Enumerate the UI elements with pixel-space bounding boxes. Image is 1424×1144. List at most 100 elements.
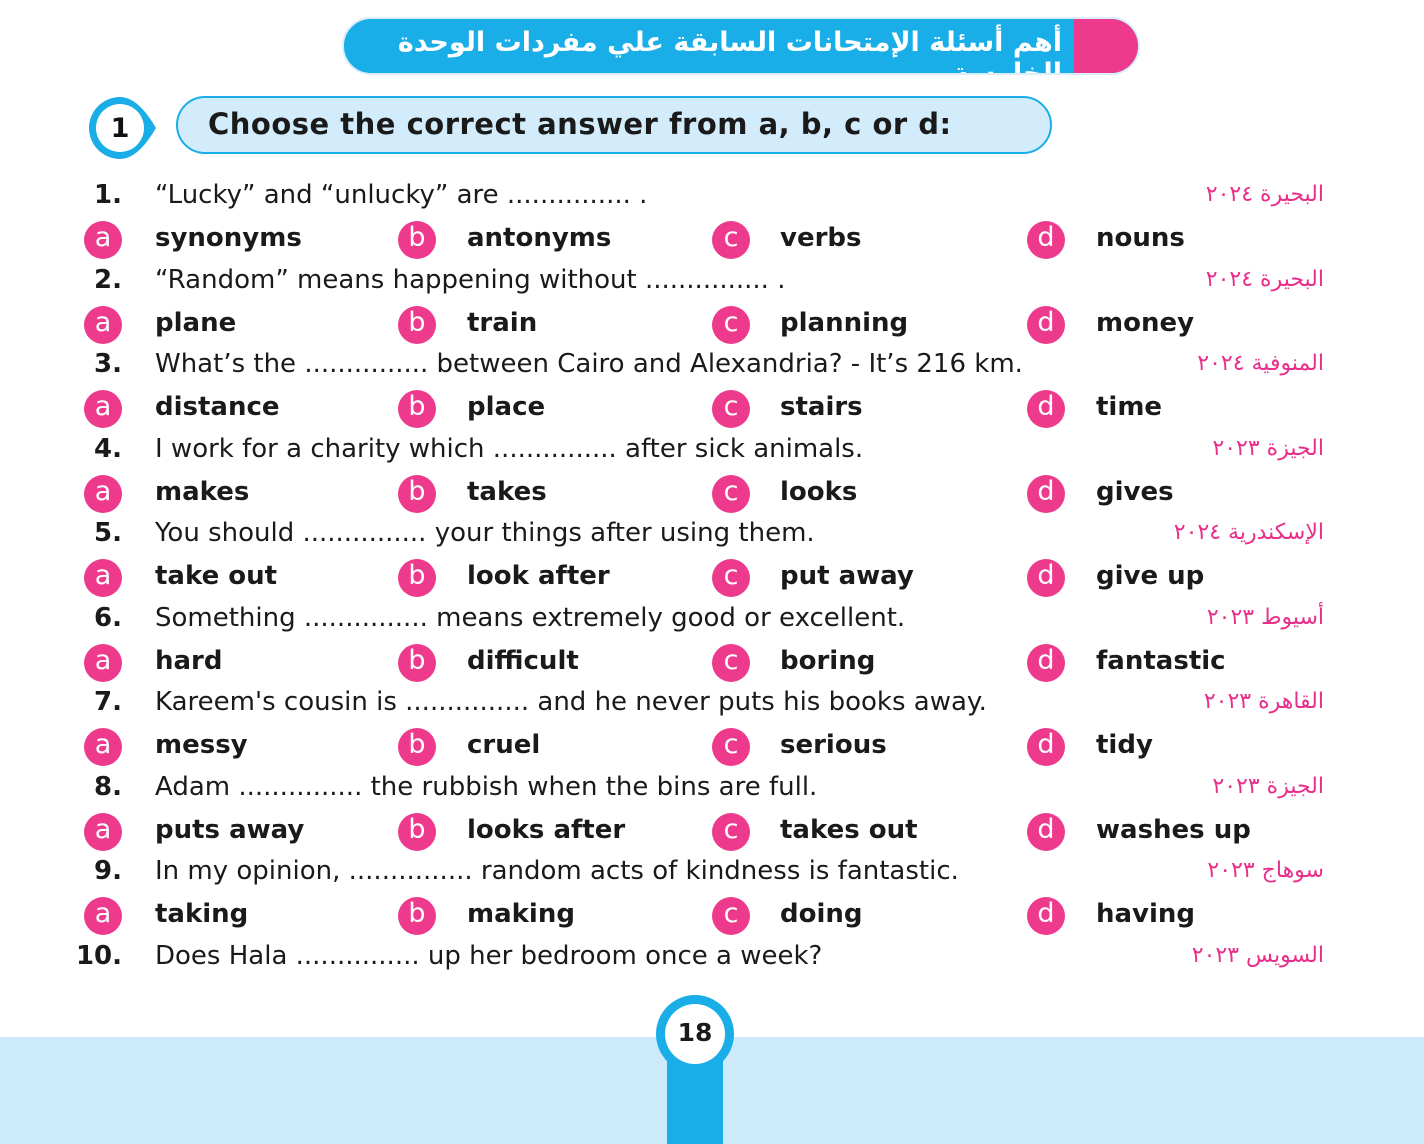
option-b[interactable]: place <box>467 392 546 422</box>
option-letter-d[interactable]: d <box>1027 390 1065 428</box>
option-letter-b[interactable]: b <box>398 305 436 344</box>
option-b[interactable]: making <box>467 899 575 929</box>
option-letter-b[interactable]: b <box>398 728 436 766</box>
options-row: a synonyms b antonyms c verbs d nouns <box>0 221 1424 263</box>
option-letter-c[interactable]: c <box>712 812 750 851</box>
option-d[interactable]: washes up <box>1096 814 1251 845</box>
question-source: القاهرة ٢٠٢٣ <box>1203 689 1324 714</box>
option-a[interactable]: puts away <box>155 814 305 845</box>
question-source: البحيرة ٢٠٢٤ <box>1205 266 1324 292</box>
option-letter-a[interactable]: a <box>84 474 122 513</box>
instruction-text: Choose the correct answer from a, b, c o… <box>208 107 952 141</box>
option-a[interactable]: messy <box>155 730 248 760</box>
option-a[interactable]: hard <box>155 645 223 676</box>
option-d[interactable]: money <box>1096 307 1195 338</box>
question-row: 1. “Lucky” and “unlucky” are ...........… <box>0 180 1424 220</box>
option-letter-b[interactable]: b <box>398 221 436 259</box>
question-number: 7. <box>94 687 122 717</box>
question-number: 4. <box>94 433 122 464</box>
question-row: 10. Does Hala ............... up her bed… <box>0 941 1424 981</box>
option-letter-b[interactable]: b <box>398 474 436 513</box>
question-row: 9. In my opinion, ............... random… <box>0 856 1424 896</box>
option-letter-d[interactable]: d <box>1027 559 1065 597</box>
option-c[interactable]: serious <box>780 730 887 760</box>
option-letter-b[interactable]: b <box>398 559 436 597</box>
question-source: الجيزة ٢٠٢٣ <box>1212 773 1324 799</box>
option-c[interactable]: looks <box>780 476 858 507</box>
option-letter-d[interactable]: d <box>1027 474 1065 513</box>
option-c[interactable]: takes out <box>780 814 918 845</box>
option-b[interactable]: antonyms <box>467 223 612 253</box>
option-b[interactable]: difficult <box>467 645 579 676</box>
option-letter-c[interactable]: c <box>712 221 750 259</box>
option-letter-d[interactable]: d <box>1027 221 1065 259</box>
option-letter-a[interactable]: a <box>84 812 122 851</box>
question-row: 7. Kareem's cousin is ............... an… <box>0 687 1424 727</box>
question-row: 2. “Random” means happening without ....… <box>0 265 1424 305</box>
option-letter-c[interactable]: c <box>712 897 750 935</box>
option-letter-a[interactable]: a <box>84 390 122 428</box>
option-d[interactable]: having <box>1096 899 1196 929</box>
option-a[interactable]: taking <box>155 899 249 929</box>
option-b[interactable]: cruel <box>467 730 541 760</box>
option-c[interactable]: boring <box>780 645 876 676</box>
option-letter-c[interactable]: c <box>712 559 750 597</box>
option-letter-c[interactable]: c <box>712 728 750 766</box>
option-d[interactable]: nouns <box>1096 223 1185 253</box>
option-c[interactable]: stairs <box>780 392 863 422</box>
question-text: What’s the ............... between Cairo… <box>155 349 1023 379</box>
header-banner: أهم أسئلة الإمتحانات السابقة علي مفردات … <box>342 17 1140 75</box>
question-text: “Random” means happening without .......… <box>155 264 786 295</box>
option-letter-a[interactable]: a <box>84 221 122 259</box>
option-a[interactable]: makes <box>155 476 250 507</box>
question-number: 5. <box>94 518 122 548</box>
option-letter-d[interactable]: d <box>1027 897 1065 935</box>
question-text: “Lucky” and “unlucky” are ..............… <box>155 180 648 210</box>
option-c[interactable]: planning <box>780 307 909 338</box>
option-letter-d[interactable]: d <box>1027 812 1065 851</box>
question-row: 3. What’s the ............... between Ca… <box>0 349 1424 389</box>
option-c[interactable]: put away <box>780 561 914 591</box>
page-number: 18 <box>665 1004 725 1064</box>
question-source: الجيزة ٢٠٢٣ <box>1212 435 1324 461</box>
option-b[interactable]: looks after <box>467 814 626 845</box>
question-number: 9. <box>94 856 122 886</box>
option-letter-d[interactable]: d <box>1027 305 1065 344</box>
options-row: a messy b cruel c serious d tidy <box>0 728 1424 770</box>
option-letter-c[interactable]: c <box>712 390 750 428</box>
option-a[interactable]: synonyms <box>155 223 302 253</box>
option-letter-b[interactable]: b <box>398 390 436 428</box>
option-d[interactable]: tidy <box>1096 730 1153 760</box>
question-text: Adam ............... the rubbish when th… <box>155 771 818 802</box>
option-a[interactable]: plane <box>155 307 237 338</box>
option-d[interactable]: give up <box>1096 561 1205 591</box>
option-b[interactable]: takes <box>467 476 547 507</box>
option-a[interactable]: distance <box>155 392 280 422</box>
option-a[interactable]: take out <box>155 561 278 591</box>
option-letter-a[interactable]: a <box>84 897 122 935</box>
option-b[interactable]: train <box>467 307 538 338</box>
option-letter-b[interactable]: b <box>398 643 436 682</box>
option-letter-c[interactable]: c <box>712 474 750 513</box>
option-d[interactable]: fantastic <box>1096 645 1226 676</box>
option-letter-c[interactable]: c <box>712 643 750 682</box>
option-letter-a[interactable]: a <box>84 643 122 682</box>
option-letter-b[interactable]: b <box>398 812 436 851</box>
option-letter-a[interactable]: a <box>84 305 122 344</box>
option-letter-a[interactable]: a <box>84 728 122 766</box>
option-d[interactable]: gives <box>1096 476 1174 507</box>
question-source: أسيوط ٢٠٢٣ <box>1206 604 1324 630</box>
option-letter-d[interactable]: d <box>1027 728 1065 766</box>
question-row: 8. Adam ............... the rubbish when… <box>0 772 1424 812</box>
option-c[interactable]: doing <box>780 899 863 929</box>
option-letter-c[interactable]: c <box>712 305 750 344</box>
footer-stem <box>667 1060 723 1144</box>
option-letter-a[interactable]: a <box>84 559 122 597</box>
option-c[interactable]: verbs <box>780 223 862 253</box>
option-b[interactable]: look after <box>467 561 610 591</box>
option-letter-b[interactable]: b <box>398 897 436 935</box>
question-number: 1. <box>94 180 122 210</box>
option-d[interactable]: time <box>1096 392 1163 422</box>
option-letter-d[interactable]: d <box>1027 643 1065 682</box>
question-number: 2. <box>94 264 122 295</box>
